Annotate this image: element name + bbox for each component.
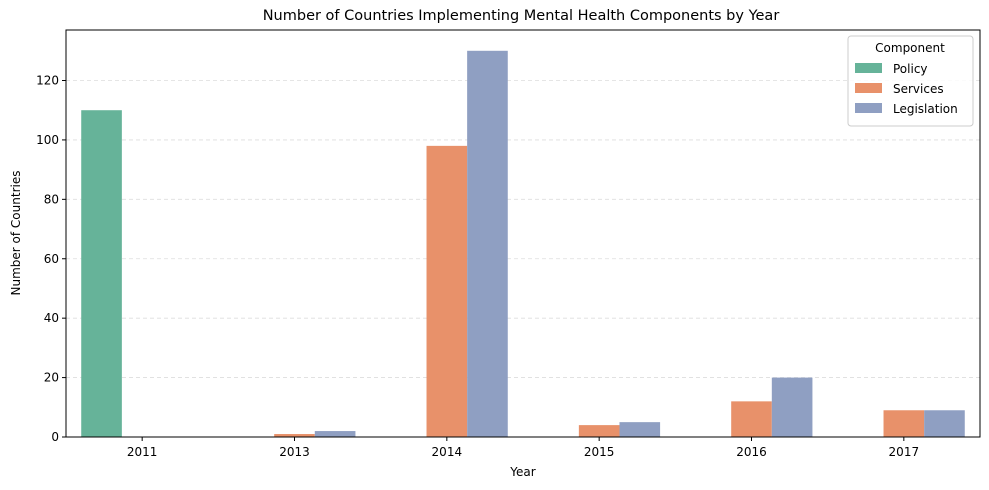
y-tick-label-5: 100 <box>36 133 59 147</box>
x-tick-label-2017: 2017 <box>889 445 920 459</box>
grid-lines <box>66 80 980 438</box>
x-tick-label-2016: 2016 <box>736 445 767 459</box>
x-axis-ticks: 2011 2013 2014 2015 2016 2017 <box>127 437 919 459</box>
legend-swatch-legislation <box>855 103 882 113</box>
bar-services-2014 <box>426 145 468 437</box>
legend-label-policy: Policy <box>893 62 928 76</box>
legend-label-services: Services <box>893 82 944 96</box>
y-tick-label-4: 80 <box>44 192 59 206</box>
legend-swatch-policy <box>855 63 882 73</box>
chart-title: Number of Countries Implementing Mental … <box>263 8 780 24</box>
y-tick-label-3: 60 <box>44 252 59 266</box>
bar-services-2017 <box>883 410 925 437</box>
y-tick-label-1: 20 <box>44 371 59 385</box>
legend-items: Policy Services Legislation <box>855 62 958 116</box>
legend-label-legislation: Legislation <box>893 102 958 116</box>
bar-legislation-2016 <box>771 377 813 437</box>
y-axis-ticks: 0 20 40 60 80 100 120 <box>36 74 66 444</box>
x-tick-label-2013: 2013 <box>279 445 310 459</box>
bar-legislation-2017 <box>924 410 965 437</box>
bar-services-2015 <box>578 425 620 437</box>
bar-legislation-2013 <box>314 431 356 437</box>
bar-policy-2011 <box>81 110 122 438</box>
y-tick-label-0: 0 <box>51 430 59 444</box>
bar-services-2013 <box>274 434 315 437</box>
bar-legislation-2015 <box>619 422 661 437</box>
x-tick-label-2011: 2011 <box>127 445 158 459</box>
legend: Component Policy Services Legislation <box>847 35 974 127</box>
x-tick-label-2014: 2014 <box>432 445 463 459</box>
y-tick-label-2: 40 <box>44 311 59 325</box>
bar-legislation-2014 <box>467 50 508 437</box>
y-axis-label: Number of Countries <box>9 171 23 296</box>
bar-services-2016 <box>731 401 772 437</box>
bars <box>81 50 965 438</box>
y-tick-label-6: 120 <box>36 74 59 88</box>
x-tick-label-2015: 2015 <box>584 445 615 459</box>
plot-frame <box>65 29 981 438</box>
legend-title: Component <box>875 41 945 55</box>
x-axis-label: Year <box>509 465 535 479</box>
legend-swatch-services <box>855 83 882 93</box>
